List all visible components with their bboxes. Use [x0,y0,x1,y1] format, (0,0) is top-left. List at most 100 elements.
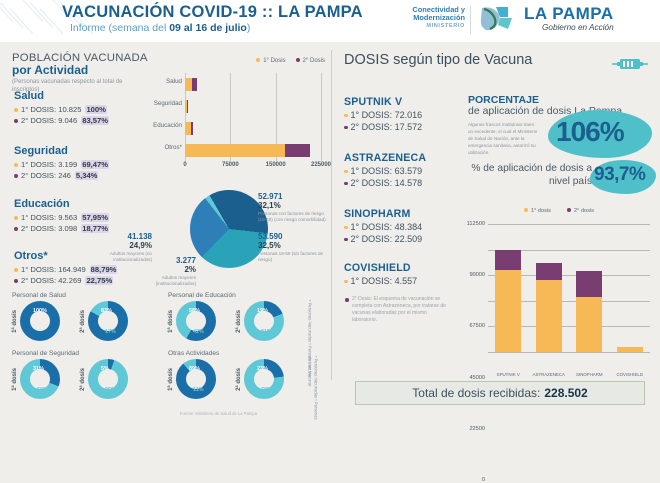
porcentaje-note: Algunos frascos multidosis traen un exce… [468,122,540,156]
vaccine-vial-icon [612,56,648,72]
y-axis-tick: 67500 [469,323,485,329]
vaccine-dose2-row: 2° DOSIS: 14.578 [344,178,426,188]
total-doses-box: Total de dosis recibidas:228.502 [355,381,645,405]
x-axis-tick: COVISHIELD [610,372,651,377]
donut-secondary-percent: 11% [193,387,204,393]
column-group [576,271,602,352]
dose2-bullet-icon [344,182,348,186]
dose2-bullet-icon [344,126,348,130]
donut-group-title: Personal de Seguridad [12,350,134,357]
report-subtitle: Informe (semana del 09 al 16 de julio) [70,22,250,34]
gridline: 0 [488,352,650,353]
poblacion-title-2: por Actividad [12,63,88,77]
header-divider [470,6,471,34]
infographic-page: VACUNACIÓN COVID-19 :: LA PAMPA Informe … [0,0,660,420]
bar-category-label: Otros* [164,144,182,151]
dose1-bullet-icon [14,163,18,167]
y-axis-tick: 112500 [467,221,485,227]
y-axis-tick: 90000 [469,272,485,278]
dose1-bullet-icon [344,170,348,174]
donut-group-title: Personal de Salud [12,292,134,299]
dose1-bullet-icon [344,280,348,284]
logo-sub-text: Gobierno en Acción [524,23,614,32]
donut-primary-percent: 19% [257,308,268,314]
dose2-percent: 83,57% [81,116,109,125]
vaccine-dose2-row: 2° DOSIS: 22.509 [344,234,422,244]
bar-segment-dose2 [191,122,193,135]
legend-swatch-icon [256,58,260,62]
column-segment-dose1 [495,270,521,352]
x-axis-tick: SPUTNIK V [488,372,529,377]
donut-primary-percent: 31% [33,366,44,372]
bar-segment-dose2 [192,78,197,91]
x-axis-tick: 75000 [222,162,239,168]
dose1-percent: 69,47% [81,160,109,169]
legend-item: 1° dosis [524,208,551,214]
donut-legend-bottom: • Personas Vacunadas • Personas sin Vacu… [306,356,319,420]
donut-group-title: Personal de Educación [168,292,290,299]
activity-name: Educación [14,198,109,210]
donut-primary-percent: 5% [101,366,109,372]
donut-dose-label: 2ª dosis [80,368,86,391]
legend-swatch-icon [524,208,528,212]
bar-group: Seguridad [185,100,321,113]
donut-group-title: Otras Actividades [168,350,290,357]
dose1-percent: 88,79% [90,265,118,274]
subtitle-post: ) [247,22,251,34]
pie-slice-value: 41.138 [84,232,152,241]
population-pie-chart [190,190,268,268]
vaccine-dose1-row: 1° DOSIS: 48.384 [344,222,422,232]
logo-main-text: LA PAMPA [524,5,614,22]
porcentaje-value-country: 93,7% [594,164,645,186]
donut-chart: 100% [20,301,60,341]
donut-secondary-percent: 81% [261,329,272,335]
y-axis-tick: 0 [482,477,485,483]
gridline [321,73,322,161]
dose2-bullet-icon [14,279,18,283]
dose2-bullet-icon [14,119,18,123]
dose2-bullet-icon [344,238,348,242]
x-axis-tick: SINOPHARM [569,372,610,377]
donut-chart: 89% 11% [176,359,216,399]
bar-group: Otros* [185,144,321,157]
activity-name: Seguridad [14,145,109,157]
pie-slice-percent: 32,1% [258,201,326,210]
pie-graphic [190,190,268,268]
ministry-block: Conectividad y Modernización MINISTERIO [395,6,465,29]
donut-chart: 83%17% [88,301,128,341]
donut-chart: 5%95% [88,359,128,399]
vaccine-dose2-row: 2° DOSIS: 17.572 [344,122,422,132]
dose1-percent: 57,95% [81,213,109,222]
legend-item: 2° dosis [567,208,594,214]
pie-slice-value: 52.971 [258,192,326,201]
column-segment-dose1 [576,297,602,352]
donut-primary-percent: 89% [189,366,200,372]
bar-category-label: Educación [153,122,182,129]
covishield-note-text: 2° Dosis: El esquema de vacunación se co… [352,296,446,323]
column-segment-dose1 [536,280,562,352]
y-axis-tick: 22500 [469,426,485,432]
donut-secondary-percent: 69% [37,387,48,393]
donut-chart: 19% 81% [244,301,284,341]
vaccine-dose1-row: 1° DOSIS: 63.579 [344,166,426,176]
header: VACUNACIÓN COVID-19 :: LA PAMPA Informe … [0,0,660,42]
dosis-title: DOSIS según tipo de Vacuna [344,52,532,68]
dose1-bullet-icon [344,226,348,230]
